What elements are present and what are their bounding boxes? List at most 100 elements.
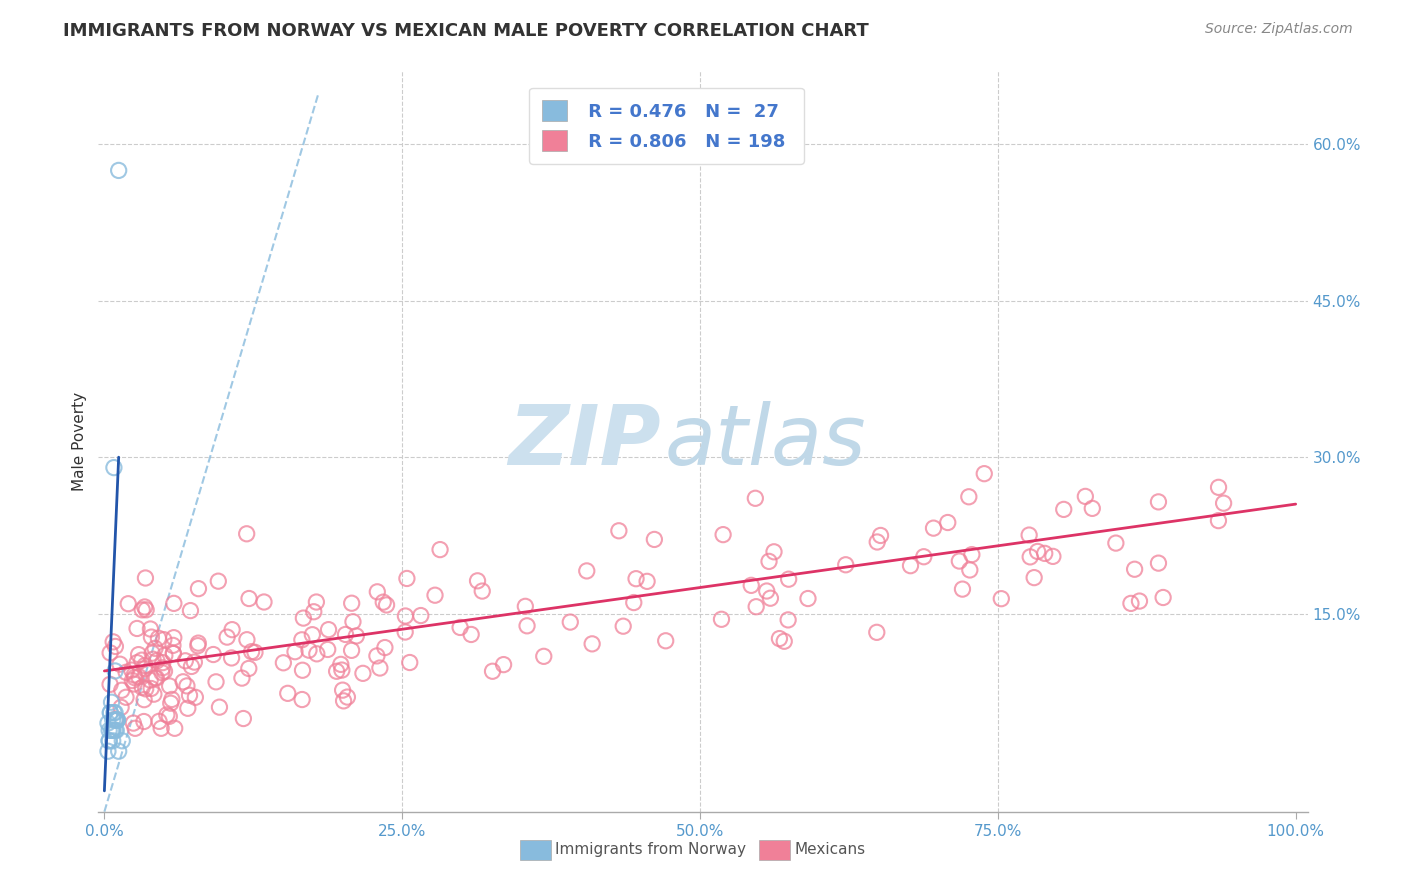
- Point: [325, 665, 347, 679]
- Point: [1119, 596, 1142, 610]
- Point: [533, 649, 555, 664]
- Point: [128, 648, 150, 662]
- Point: [159, 696, 181, 710]
- Point: [163, 721, 186, 735]
- Point: [654, 633, 676, 648]
- Point: [1053, 502, 1076, 516]
- Point: [366, 648, 388, 663]
- Point: [643, 533, 665, 547]
- Point: [922, 521, 945, 535]
- Point: [318, 623, 340, 637]
- Point: [607, 524, 630, 538]
- Point: [423, 588, 446, 602]
- Point: [740, 578, 762, 592]
- Point: [409, 608, 432, 623]
- Point: [107, 713, 129, 727]
- Point: [146, 654, 169, 668]
- Point: [240, 645, 263, 659]
- Point: [624, 572, 647, 586]
- Point: [758, 554, 780, 568]
- Point: [744, 491, 766, 506]
- Point: [332, 694, 354, 708]
- Point: [98, 723, 121, 738]
- Point: [202, 648, 225, 662]
- Point: [143, 671, 166, 685]
- Point: [959, 563, 981, 577]
- Point: [1152, 591, 1174, 605]
- Point: [152, 661, 174, 675]
- Point: [394, 625, 416, 640]
- Point: [773, 634, 796, 648]
- Point: [335, 627, 357, 641]
- Point: [395, 572, 418, 586]
- Point: [98, 734, 121, 748]
- Point: [492, 657, 515, 672]
- Point: [900, 558, 922, 573]
- Point: [1208, 514, 1230, 528]
- Point: [340, 643, 363, 657]
- Point: [516, 619, 538, 633]
- Point: [134, 692, 156, 706]
- Point: [302, 605, 325, 619]
- Point: [104, 712, 127, 726]
- Point: [292, 611, 315, 625]
- Point: [98, 734, 121, 748]
- Point: [332, 683, 354, 698]
- Text: atlas: atlas: [664, 401, 866, 482]
- Point: [768, 632, 790, 646]
- Point: [101, 723, 124, 738]
- Point: [187, 582, 209, 596]
- Point: [394, 609, 416, 624]
- Point: [124, 671, 146, 685]
- Point: [104, 713, 127, 727]
- Point: [134, 599, 156, 614]
- Point: [141, 681, 163, 696]
- Point: [153, 648, 176, 663]
- Point: [153, 664, 176, 678]
- Point: [336, 690, 359, 704]
- Point: [104, 706, 127, 720]
- Point: [104, 640, 127, 654]
- Point: [145, 671, 167, 685]
- Point: [208, 700, 231, 714]
- Point: [105, 713, 128, 727]
- Point: [134, 571, 156, 585]
- Point: [150, 665, 173, 680]
- Point: [104, 723, 127, 738]
- Point: [636, 574, 658, 589]
- Point: [869, 528, 891, 542]
- Point: [366, 584, 388, 599]
- Point: [104, 664, 127, 678]
- Point: [778, 613, 800, 627]
- Point: [187, 636, 209, 650]
- Point: [150, 721, 173, 735]
- Text: IMMIGRANTS FROM NORWAY VS MEXICAN MALE POVERTY CORRELATION CHART: IMMIGRANTS FROM NORWAY VS MEXICAN MALE P…: [63, 22, 869, 40]
- Point: [330, 663, 353, 677]
- Point: [243, 645, 266, 659]
- Point: [298, 643, 321, 657]
- Point: [612, 619, 634, 633]
- Point: [184, 690, 207, 705]
- Point: [100, 695, 122, 709]
- Point: [110, 700, 132, 714]
- Point: [273, 656, 295, 670]
- Text: Mexicans: Mexicans: [794, 842, 866, 856]
- Point: [236, 632, 259, 647]
- Point: [156, 707, 179, 722]
- Point: [277, 686, 299, 700]
- Point: [231, 671, 253, 685]
- Point: [398, 656, 420, 670]
- Point: [132, 714, 155, 729]
- Point: [135, 603, 157, 617]
- Point: [1019, 549, 1042, 564]
- Point: [316, 642, 339, 657]
- Point: [710, 612, 733, 626]
- Point: [152, 656, 174, 670]
- Point: [176, 679, 198, 693]
- Point: [107, 744, 129, 758]
- Point: [163, 596, 186, 610]
- Point: [128, 670, 150, 684]
- Point: [471, 584, 494, 599]
- Point: [763, 545, 786, 559]
- Point: [125, 622, 148, 636]
